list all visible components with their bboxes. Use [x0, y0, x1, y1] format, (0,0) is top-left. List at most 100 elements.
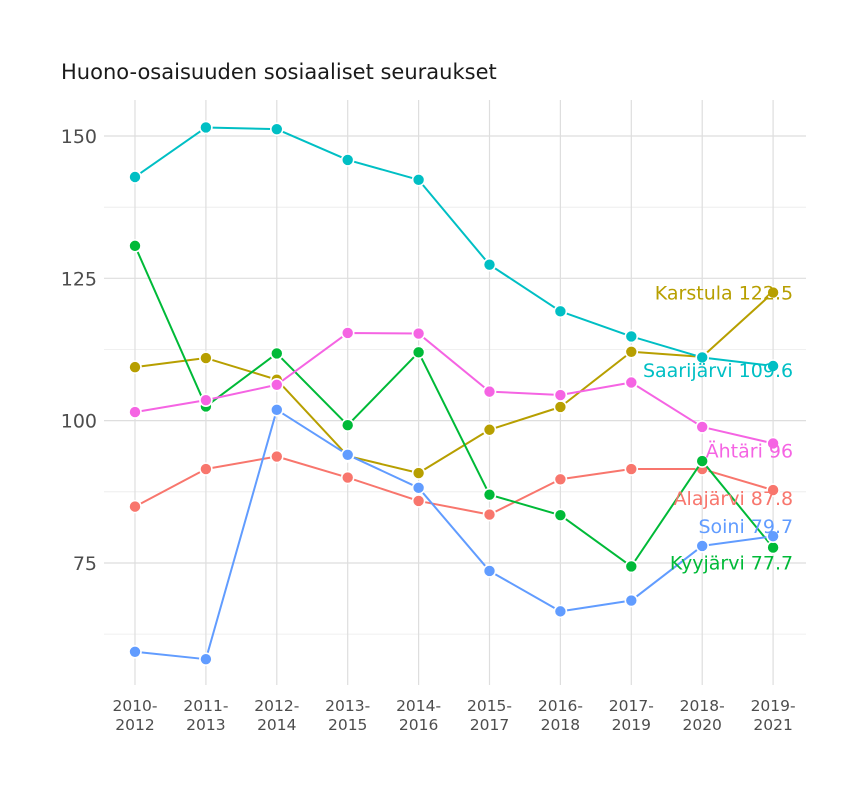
end-label-soini: Soini 79.7 — [698, 516, 793, 538]
series-line-soini — [134, 408, 774, 661]
data-point-soini — [269, 403, 284, 417]
data-point-ähtäri — [128, 405, 142, 419]
x-tick-label-line: 2013- — [325, 697, 370, 715]
x-tick-label: 2011-2013 — [183, 697, 228, 734]
x-tick-label-line: 2012 — [115, 716, 154, 734]
grid — [104, 100, 806, 685]
x-tick-label: 2019-2021 — [751, 697, 796, 734]
data-point-alajärvi — [766, 483, 780, 497]
data-point-kyyjärvi — [128, 239, 142, 253]
x-tick-label-line: 2014 — [257, 716, 296, 734]
end-label-karstula: Karstula 122.5 — [655, 283, 793, 305]
chart-title: Huono-osaisuuden sosiaaliset seuraukset — [61, 60, 497, 84]
data-point-alajärvi — [199, 462, 213, 476]
data-point-alajärvi — [624, 462, 639, 476]
data-point-ähtäri — [411, 326, 426, 341]
x-tick-label-line: 2017 — [470, 716, 509, 734]
data-point-soini — [766, 529, 780, 544]
data-point-ähtäri — [553, 388, 568, 402]
data-point-karstula — [482, 422, 497, 437]
data-point-saarijärvi — [269, 122, 284, 136]
data-point-ähtäri — [624, 375, 639, 390]
x-tick-label: 2014-2016 — [396, 697, 441, 734]
x-tick-label-line: 2010- — [112, 697, 157, 715]
data-point-karstula — [553, 400, 568, 414]
x-tick-label-line: 2019- — [751, 697, 796, 715]
data-point-ähtäri — [482, 384, 497, 399]
y-tick-label: 75 — [73, 553, 97, 575]
data-point-soini — [199, 652, 213, 666]
x-tick-label-line: 2018 — [541, 716, 580, 734]
x-tick-label: 2013-2015 — [325, 697, 370, 734]
data-point-kyyjärvi — [269, 346, 284, 361]
data-point-alajärvi — [482, 507, 497, 522]
data-point-ähtäri — [695, 420, 710, 434]
data-point-alajärvi — [411, 494, 426, 508]
x-tick-label-line: 2016 — [399, 716, 438, 734]
data-point-saarijärvi — [128, 170, 142, 184]
x-tick-label-line: 2015 — [328, 716, 367, 734]
data-point-alajärvi — [340, 470, 355, 485]
end-labels: Alajärvi 87.8 Karstula 122.5 Kyyjärvi 77.7… — [643, 283, 793, 575]
data-point-soini — [482, 564, 497, 578]
data-point-karstula — [624, 344, 639, 359]
data-point-saarijärvi — [199, 120, 213, 135]
x-tick-label: 2012-2014 — [254, 697, 299, 734]
data-point-karstula — [128, 360, 142, 374]
x-tick-label: 2018-2020 — [680, 697, 725, 734]
data-point-alajärvi — [128, 499, 142, 514]
data-point-saarijärvi — [695, 350, 710, 365]
end-label-ähtäri: Ähtäri 96 — [706, 439, 793, 462]
x-tick-label: 2010-2012 — [112, 697, 157, 734]
data-point-kyyjärvi — [482, 487, 497, 502]
data-point-kyyjärvi — [411, 345, 426, 360]
x-tick-label: 2017-2019 — [609, 697, 654, 734]
data-point-kyyjärvi — [695, 454, 710, 468]
data-point-saarijärvi — [766, 359, 780, 373]
x-tick-label-line: 2018- — [680, 697, 725, 715]
data-point-kyyjärvi — [553, 508, 568, 522]
data-point-alajärvi — [269, 449, 284, 464]
y-tick-label: 100 — [61, 411, 97, 433]
y-tick-label: 150 — [61, 126, 97, 148]
data-point-ähtäri — [269, 377, 284, 392]
data-point-saarijärvi — [624, 329, 639, 344]
data-point-alajärvi — [553, 472, 568, 487]
x-tick-label: 2015-2017 — [467, 697, 512, 734]
series-line-ähtäri — [134, 331, 774, 445]
x-tick-label-line: 2013 — [186, 716, 225, 734]
x-tick-label-line: 2017- — [609, 697, 654, 715]
data-point-saarijärvi — [482, 257, 497, 272]
x-tick-label-line: 2012- — [254, 697, 299, 715]
data-point-kyyjärvi — [624, 559, 639, 574]
x-tick-label: 2016-2018 — [538, 697, 583, 734]
x-tick-label-line: 2019 — [612, 716, 651, 734]
data-point-saarijärvi — [553, 304, 568, 319]
series-line-karstula — [134, 291, 774, 475]
series-line-alajärvi — [134, 455, 774, 516]
data-point-soini — [553, 604, 568, 619]
data-point-ähtäri — [340, 326, 355, 340]
series-layer — [128, 120, 780, 666]
end-label-kyyjärvi: Kyyjärvi 77.7 — [670, 553, 793, 575]
end-label-saarijärvi: Saarijärvi 109.6 — [643, 360, 793, 382]
data-point-soini — [695, 539, 710, 553]
end-label-alajärvi: Alajärvi 87.8 — [674, 488, 794, 510]
data-point-soini — [624, 593, 639, 608]
data-point-karstula — [411, 466, 426, 480]
data-point-saarijärvi — [411, 173, 426, 187]
x-tick-label-line: 2011- — [183, 697, 228, 715]
data-point-ähtäri — [199, 393, 213, 407]
y-axis: 75 100 125 150 — [61, 126, 97, 575]
x-tick-label-line: 2015- — [467, 697, 512, 715]
x-tick-label-line: 2016- — [538, 697, 583, 715]
series-line-saarijärvi — [134, 126, 774, 367]
data-point-saarijärvi — [340, 153, 355, 167]
x-tick-label-line: 2021 — [753, 716, 792, 734]
y-tick-label: 125 — [61, 268, 97, 290]
x-tick-label-line: 2020 — [682, 716, 721, 734]
data-point-soini — [411, 481, 426, 495]
series-line-kyyjärvi — [134, 245, 774, 568]
data-point-soini — [340, 448, 355, 462]
